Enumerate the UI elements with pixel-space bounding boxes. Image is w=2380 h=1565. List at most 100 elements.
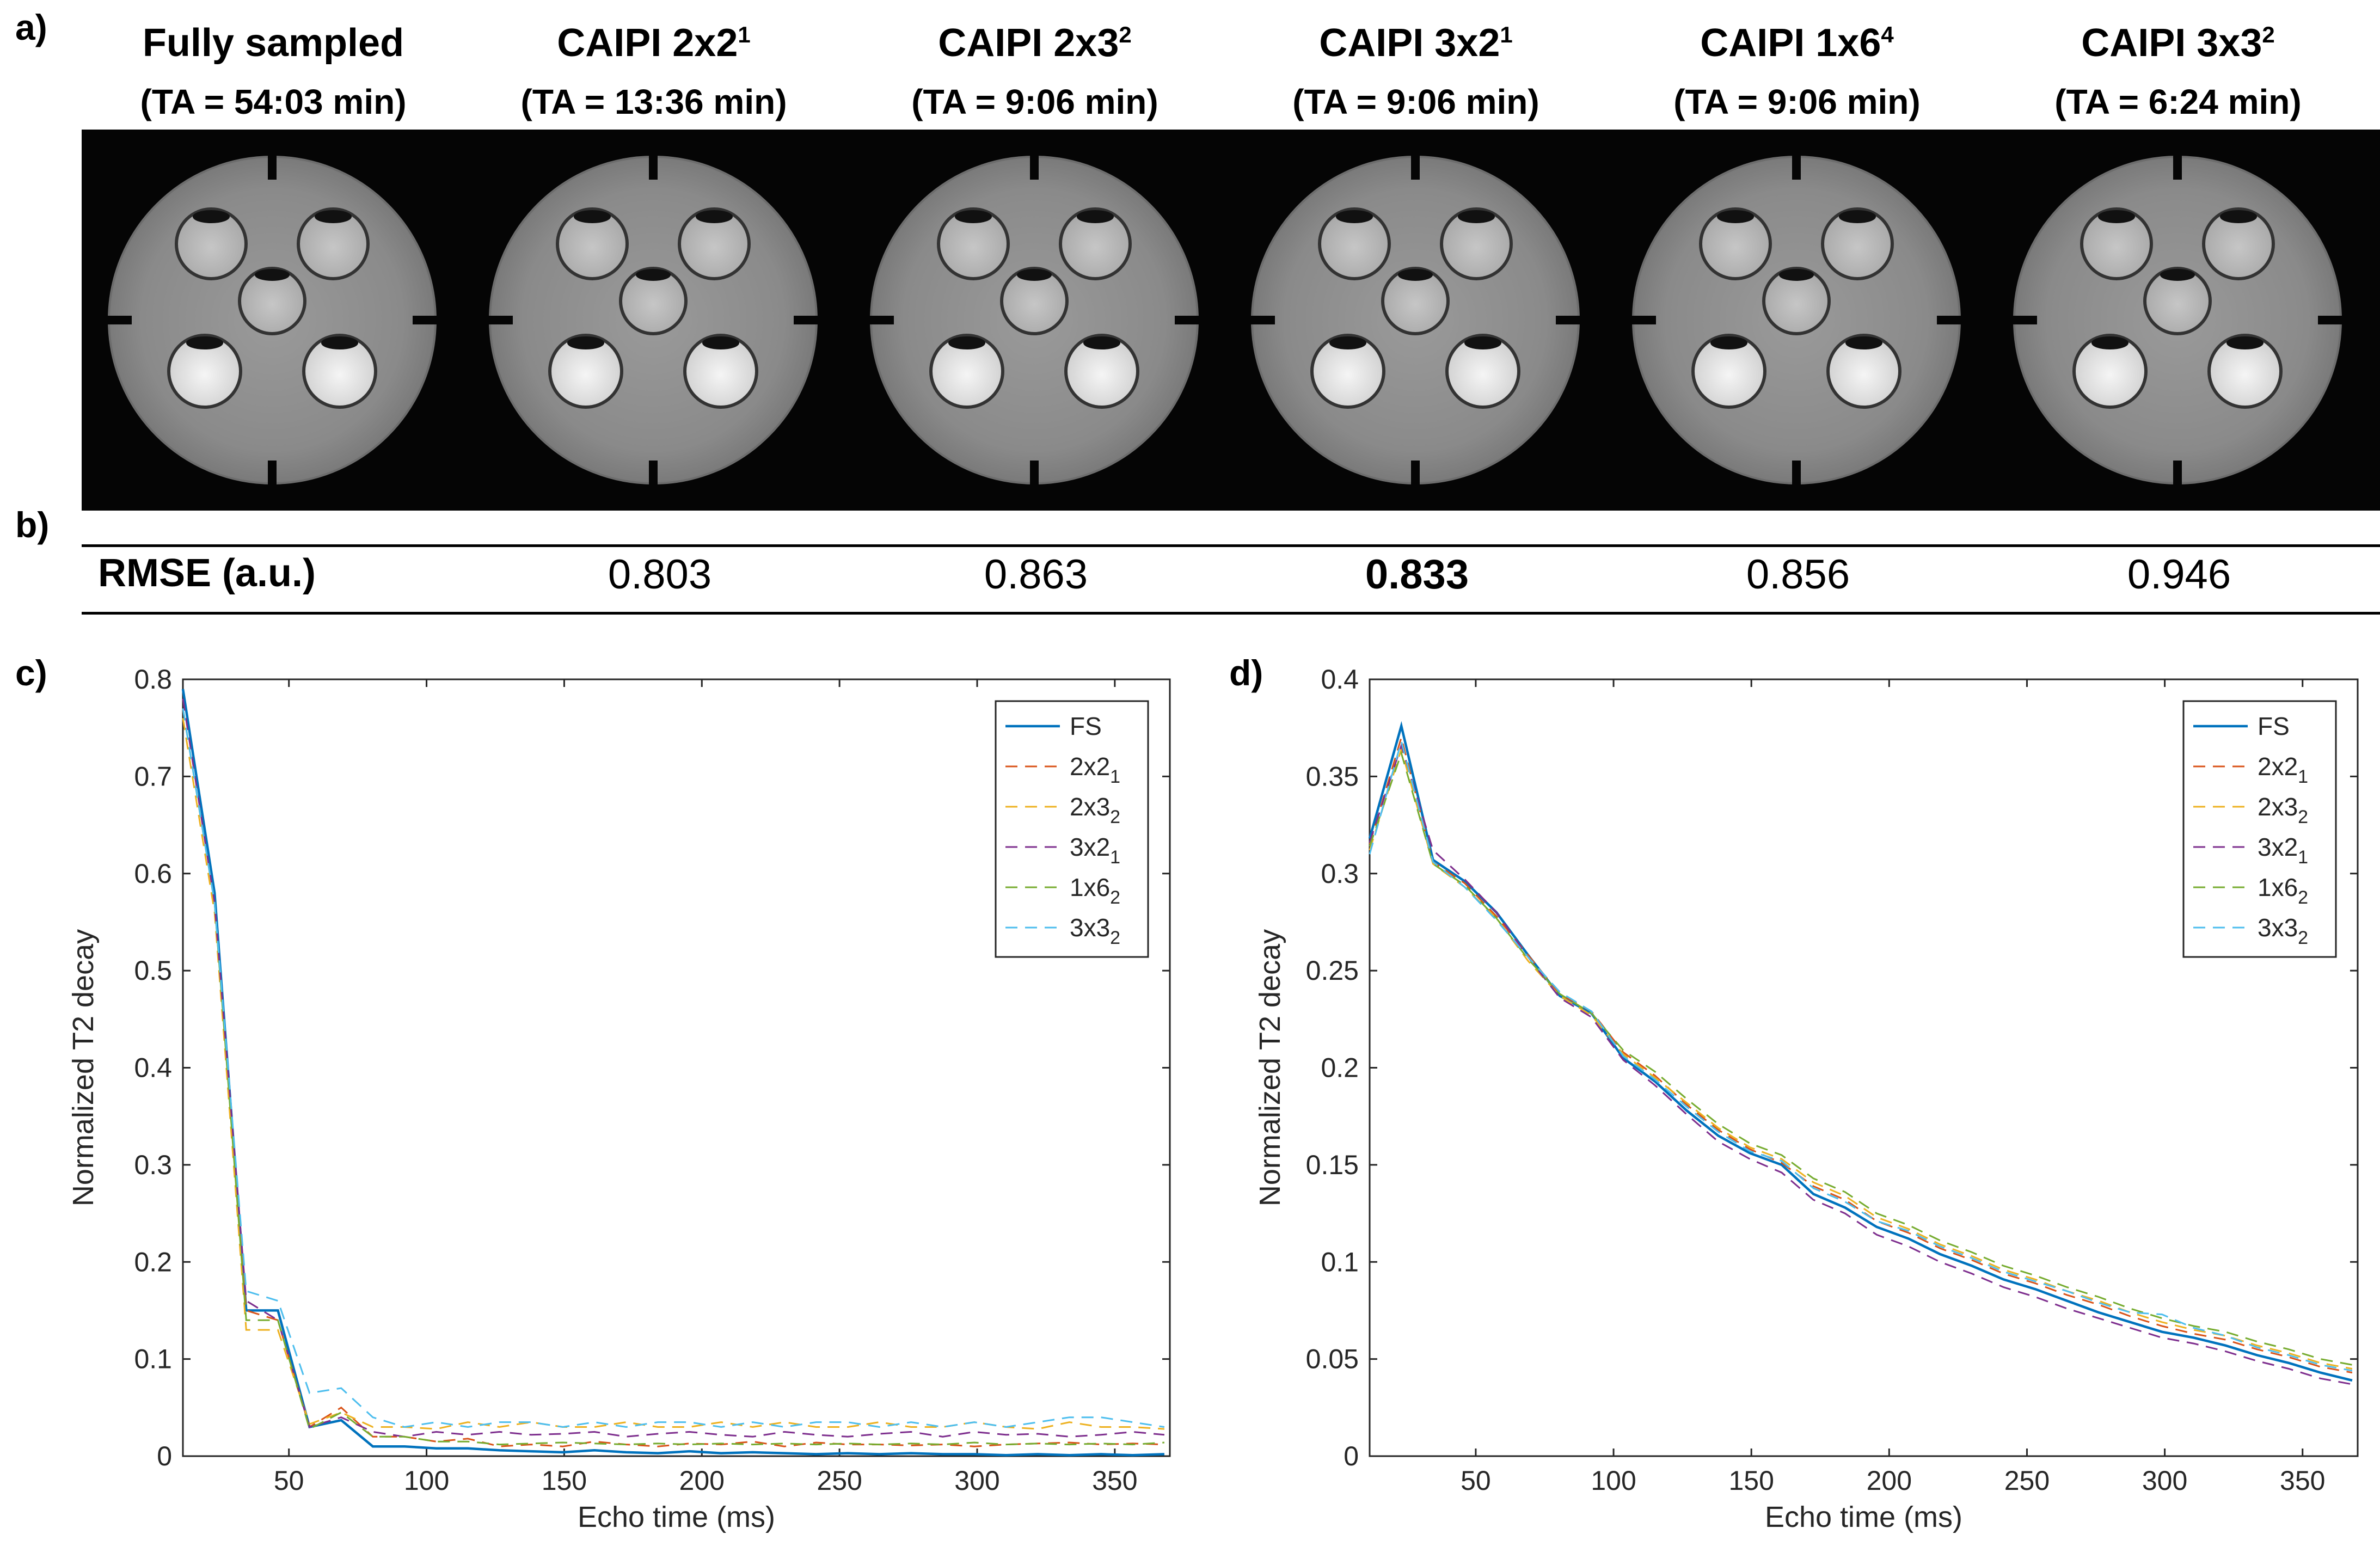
y-tick-label: 0.4 xyxy=(134,1053,172,1083)
y-tick-label: 0.2 xyxy=(134,1247,172,1277)
y-tick-label: 0.7 xyxy=(134,761,172,791)
series-line xyxy=(1369,738,2353,1372)
x-axis-label: Echo time (ms) xyxy=(1765,1501,1962,1533)
y-tick-label: 0.5 xyxy=(134,955,172,986)
rmse-value: 0.856 xyxy=(1746,551,1850,598)
legend-label: 3x21 xyxy=(1070,833,1120,868)
y-tick-label: 0.1 xyxy=(134,1344,172,1374)
column-acquisition-time: (TA = 9:06 min) xyxy=(1673,82,1921,121)
series-line xyxy=(182,718,1164,1430)
legend-label: 2x21 xyxy=(2258,752,2308,787)
x-tick-label: 200 xyxy=(679,1465,725,1496)
legend-series-name: 3x3 xyxy=(2258,913,2298,942)
column-title: Fully sampled xyxy=(142,21,404,65)
legend-series-subscript: 2 xyxy=(2298,807,2308,827)
legend-series-subscript: 2 xyxy=(1110,807,1120,827)
rmse-label: RMSE (a.u.) xyxy=(98,551,316,595)
legend-series-subscript: 2 xyxy=(1110,928,1120,948)
x-tick-label: 50 xyxy=(1461,1465,1491,1496)
rmse-value-best: 0.833 xyxy=(1365,551,1469,598)
chart-d: 50 100 150 200 250 300 350 0 0.05 0.1 0.15 0.2 0.25 0… xyxy=(1254,664,2359,1533)
y-tick-label: 0.1 xyxy=(1321,1247,1359,1277)
column-title: CAIPI 3x3 xyxy=(2081,21,2262,65)
legend-series-name: 3x3 xyxy=(1070,913,1110,942)
series-line xyxy=(182,708,1164,1447)
y-tick-label: 0 xyxy=(157,1441,172,1471)
x-tick-label: 250 xyxy=(817,1465,862,1496)
phantom-image xyxy=(98,146,446,494)
column-superscript: 1 xyxy=(1500,22,1513,47)
rmse-value: 0.863 xyxy=(984,551,1088,598)
y-tick-label: 0.3 xyxy=(1321,858,1359,889)
legend-series-subscript: 1 xyxy=(1110,766,1120,787)
panel-label-d: d) xyxy=(1229,653,1263,693)
series-line xyxy=(182,708,1164,1446)
legend-series-name: 2x3 xyxy=(2258,793,2298,821)
column-header: Fully sampled (TA = 54:03 min) xyxy=(83,5,464,131)
series-line xyxy=(182,708,1165,1428)
y-axis-label: Normalized T2 decay xyxy=(1254,929,1286,1206)
column-superscript: 2 xyxy=(1119,22,1132,47)
legend-series-name: FS xyxy=(1070,712,1102,740)
x-tick-label: 200 xyxy=(1867,1465,1912,1496)
legend-label: 2x21 xyxy=(1070,752,1120,787)
y-tick-label: 0.35 xyxy=(1306,761,1359,791)
y-tick-label: 0.05 xyxy=(1306,1344,1359,1374)
legend-series-subscript: 1 xyxy=(1110,847,1120,868)
y-tick-label: 0.2 xyxy=(1321,1053,1359,1083)
rmse-bottom-rule xyxy=(82,612,2380,615)
y-axis-label: Normalized T2 decay xyxy=(67,929,100,1206)
y-tick-label: 0.6 xyxy=(134,858,172,889)
y-tick-label: 0.4 xyxy=(1321,664,1359,695)
x-tick-label: 300 xyxy=(954,1465,999,1496)
legend-series-name: 3x2 xyxy=(2258,833,2298,861)
legend-label: 3x21 xyxy=(2258,833,2308,868)
series-line xyxy=(1369,734,2353,1374)
x-tick-label: 150 xyxy=(542,1465,587,1496)
series-line xyxy=(182,698,1165,1438)
phantom-image xyxy=(1241,146,1590,494)
legend-label: FS xyxy=(2258,712,2290,740)
phantom-image xyxy=(2003,146,2352,494)
legend-series-subscript: 2 xyxy=(2298,928,2308,948)
legend-series-name: 2x2 xyxy=(2258,752,2298,781)
x-tick-label: 100 xyxy=(1591,1465,1636,1496)
series-line xyxy=(1369,750,2353,1366)
column-title: CAIPI 3x2 xyxy=(1319,21,1500,65)
phantom-image xyxy=(860,146,1209,494)
legend-label: 3x32 xyxy=(2258,913,2308,948)
panel-label-a: a) xyxy=(15,7,47,47)
column-title: CAIPI 2x2 xyxy=(557,21,738,65)
x-tick-label: 50 xyxy=(274,1465,304,1496)
panel-label-c: c) xyxy=(15,653,47,693)
x-tick-label: 100 xyxy=(404,1465,449,1496)
legend-series-subscript: 1 xyxy=(2298,766,2308,787)
legend-series-name: 1x6 xyxy=(2258,873,2298,901)
legend-series-subscript: 2 xyxy=(2298,887,2308,908)
series-line xyxy=(181,689,1164,1457)
x-tick-label: 150 xyxy=(1728,1465,1774,1496)
column-acquisition-time: (TA = 6:24 min) xyxy=(2054,82,2302,121)
legend-label: 1x62 xyxy=(1070,873,1120,908)
legend-label: 2x32 xyxy=(2258,793,2308,827)
column-title: CAIPI 2x3 xyxy=(938,21,1119,65)
x-tick-label: 350 xyxy=(2280,1465,2325,1496)
x-tick-label: 300 xyxy=(2142,1465,2187,1496)
panel-label-b: b) xyxy=(15,505,50,545)
column-superscript: 4 xyxy=(1881,22,1894,47)
legend-series-name: 2x3 xyxy=(1070,793,1110,821)
legend-series-subscript: 2 xyxy=(1110,887,1120,908)
legend-series-name: 3x2 xyxy=(1070,833,1110,861)
legend-series-name: 2x2 xyxy=(1070,752,1110,781)
column-header: CAIPI 3x32 (TA = 6:24 min) xyxy=(1988,5,2369,131)
legend-label: 1x62 xyxy=(2258,873,2308,908)
rmse-value: 0.946 xyxy=(2127,551,2231,598)
legend-label: 2x32 xyxy=(1070,793,1120,827)
y-tick-label: 0 xyxy=(1344,1441,1359,1471)
column-superscript: 2 xyxy=(2262,22,2275,47)
column-header: CAIPI 2x32 (TA = 9:06 min) xyxy=(844,5,1225,131)
phantom-image xyxy=(479,146,827,494)
x-axis-label: Echo time (ms) xyxy=(578,1501,775,1533)
column-acquisition-time: (TA = 9:06 min) xyxy=(911,82,1158,121)
legend-box xyxy=(2182,700,2337,958)
